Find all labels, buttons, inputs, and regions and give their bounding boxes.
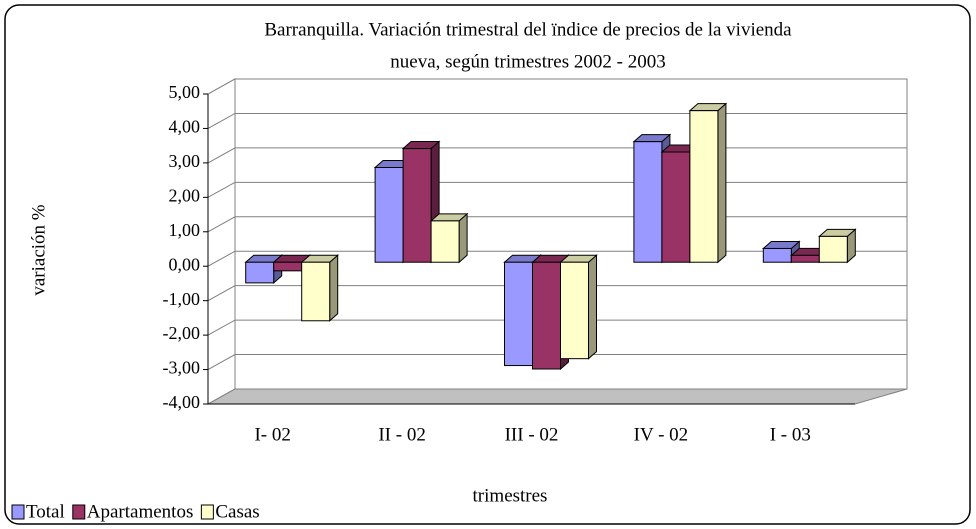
bar-front (560, 261, 589, 360)
grid-line (207, 112, 907, 129)
bar (300, 254, 340, 322)
x-tick-label: I- 02 (254, 424, 290, 445)
bar (817, 228, 857, 264)
bar (559, 254, 598, 360)
bar (429, 212, 469, 264)
bar-front (661, 151, 691, 263)
y-axis-title: variación % (28, 204, 49, 295)
y-tick-label: -3,00 (163, 358, 201, 378)
bar-front (504, 261, 533, 367)
y-tick-label: 0,00 (169, 254, 201, 274)
x-tick-label: IV - 02 (634, 424, 689, 445)
grid-line (207, 78, 907, 95)
legend-swatch (200, 504, 214, 520)
grid-line (207, 354, 907, 370)
bar-front (689, 110, 719, 263)
legend-swatch (11, 504, 25, 520)
bar-front (532, 261, 561, 370)
bar-front (633, 141, 663, 263)
y-tick-label: 5,00 (169, 82, 201, 102)
grid-line (207, 285, 907, 302)
chart-title: Barranquilla. Variación trimestral del ï… (264, 19, 792, 40)
bar-front (762, 247, 792, 263)
bar-front (273, 261, 303, 272)
y-tick-label: -1,00 (163, 289, 201, 309)
legend-label: Total (26, 501, 65, 522)
y-tick-label: -2,00 (163, 323, 201, 343)
bar-front (374, 167, 404, 263)
x-tick-label: III - 02 (505, 424, 559, 445)
bar-front (818, 235, 848, 263)
bar (688, 102, 728, 264)
x-axis-title: trimestres (473, 485, 548, 506)
legend-label: Apartamentos (87, 501, 194, 522)
y-tick-label: 3,00 (169, 151, 201, 171)
y-tick-label: -4,00 (163, 392, 201, 412)
bar-front (790, 254, 820, 263)
x-tick-label: I - 03 (770, 424, 811, 445)
x-tick-label: II - 02 (378, 424, 425, 445)
bar-side (458, 212, 468, 264)
y-tick-label: 2,00 (169, 185, 201, 205)
chart-title: nueva, según trimestres 2002 - 2003 (390, 51, 665, 72)
bar-side (329, 254, 339, 322)
legend-label: Casas (215, 501, 259, 522)
plot-area: -4,00 -3,00 -2,00 -1,00 0,00 1,00 2,00 3,00 4,00… (11, 78, 908, 522)
bar-side (588, 254, 597, 360)
floor (206, 388, 908, 405)
bar-side (717, 102, 727, 264)
y-tick-label: 4,00 (169, 117, 201, 137)
bar-front (402, 148, 432, 263)
legend-swatch (72, 504, 86, 520)
bar-front (430, 220, 460, 263)
side-wall (207, 78, 236, 405)
grid-line (207, 319, 907, 336)
y-tick-label: 1,00 (169, 220, 201, 240)
grid-line (207, 388, 907, 405)
bar-front (301, 261, 331, 322)
bar-front (245, 261, 275, 284)
